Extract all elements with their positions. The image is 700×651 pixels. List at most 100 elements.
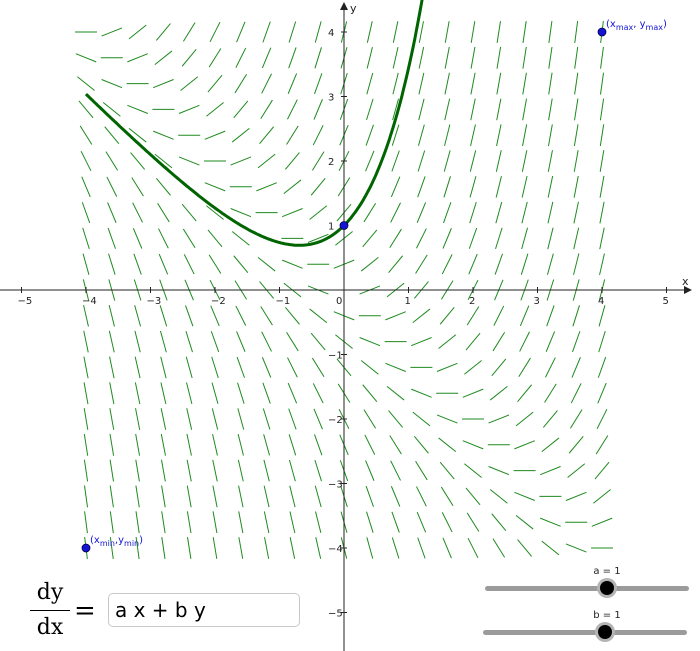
slope-segment	[287, 73, 298, 94]
slope-segment	[573, 150, 579, 172]
slope-segment	[82, 253, 90, 275]
min-point[interactable]	[81, 543, 91, 553]
slope-segment	[283, 179, 302, 195]
slope-segment	[366, 511, 374, 533]
max-point[interactable]	[597, 27, 607, 37]
slope-segment	[385, 311, 406, 321]
slider-a-track[interactable]	[485, 586, 689, 591]
slope-segment	[547, 175, 554, 198]
slider-a[interactable]: a = 1	[485, 566, 695, 596]
slider-b[interactable]: b = 1	[483, 610, 693, 640]
slider-a-knob[interactable]	[600, 581, 614, 595]
y-tick-label: 4	[328, 28, 334, 39]
slope-segment	[547, 227, 554, 250]
max-point-label-part: max	[646, 23, 664, 32]
slope-segment	[186, 408, 193, 430]
slope-segment	[442, 537, 452, 559]
slope-segment	[416, 511, 427, 533]
slope-segment	[441, 512, 453, 533]
x-tick-label: −1	[276, 296, 291, 307]
slope-segment	[82, 227, 90, 250]
slope-segment	[314, 21, 322, 43]
slope-segment	[186, 382, 193, 404]
slope-segment	[186, 433, 192, 456]
slope-segment	[231, 127, 250, 143]
slope-segment	[109, 485, 114, 508]
slope-segment	[389, 435, 402, 455]
slope-segment	[444, 98, 451, 121]
slope-segment	[208, 48, 222, 68]
slope-segment	[309, 308, 328, 324]
slope-segment	[593, 489, 611, 504]
derivative-fraction: dy dx	[30, 578, 70, 643]
slope-segment	[418, 21, 424, 43]
slope-segment	[469, 176, 477, 198]
slope-segment	[416, 228, 427, 249]
slope-segment	[257, 256, 276, 272]
slope-segment	[599, 72, 605, 95]
slope-segment	[365, 460, 375, 481]
initial-point[interactable]	[339, 221, 349, 230]
slope-segment	[77, 76, 95, 91]
slope-segment	[573, 227, 580, 250]
slope-segment	[392, 98, 400, 121]
slope-segment	[238, 485, 244, 508]
slope-segment	[128, 24, 147, 40]
slope-segment	[366, 47, 373, 69]
slope-segment	[288, 47, 297, 69]
slope-segment	[135, 537, 140, 559]
slope-segment	[468, 253, 478, 275]
slope-segment	[491, 358, 507, 377]
slope-segment	[204, 182, 226, 192]
slope-segment	[207, 229, 223, 248]
slope-segment	[83, 459, 89, 482]
slope-segment	[236, 331, 246, 352]
slope-segment	[415, 461, 428, 481]
slope-segment	[417, 537, 426, 559]
slope-segment	[284, 152, 300, 170]
slope-segment	[127, 53, 148, 63]
slope-segment	[522, 98, 528, 121]
slope-segment	[439, 461, 455, 480]
fraction-numerator: dy	[36, 580, 64, 605]
slider-b-track[interactable]	[483, 630, 687, 635]
slope-segment	[287, 99, 298, 120]
slope-segment	[495, 150, 502, 172]
slider-a-label: a = 1	[593, 566, 621, 577]
slope-segment	[548, 98, 553, 121]
slope-segment	[444, 124, 451, 146]
slope-segment	[464, 463, 482, 478]
slope-segment	[135, 408, 141, 430]
slope-segment	[573, 175, 579, 198]
slope-segment	[444, 72, 450, 95]
slope-segment	[541, 437, 560, 453]
equation-input[interactable]: a x + b y	[108, 593, 300, 627]
slope-segment	[468, 227, 478, 249]
slope-segment	[83, 304, 89, 327]
slope-segment	[494, 253, 503, 275]
slope-segment	[211, 408, 219, 430]
slope-segment	[540, 466, 561, 476]
solution-curve[interactable]	[84, 0, 440, 247]
slope-segment	[261, 357, 272, 378]
slope-segment	[417, 176, 426, 198]
slope-segment	[181, 203, 197, 222]
slope-segment	[107, 202, 117, 223]
slope-segment	[80, 150, 92, 172]
y-tick-label: −4	[328, 544, 343, 555]
x-tick-label: 1	[405, 296, 411, 307]
slope-segment	[541, 540, 560, 556]
slope-segment	[390, 176, 401, 198]
slope-segment	[436, 362, 458, 372]
slope-segment	[495, 227, 503, 250]
slope-segment	[237, 459, 244, 482]
min-point-label-part: (x	[90, 535, 100, 546]
slope-segment	[289, 537, 296, 559]
slope-segment	[238, 537, 244, 559]
slope-segment	[207, 74, 223, 93]
slope-segment	[413, 436, 429, 454]
slope-segment	[262, 382, 271, 404]
slope-segment	[599, 201, 605, 224]
slider-b-knob[interactable]	[598, 625, 612, 639]
